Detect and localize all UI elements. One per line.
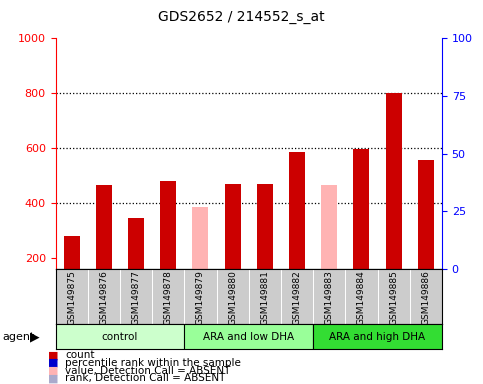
- Text: agent: agent: [2, 332, 35, 342]
- Bar: [289, 152, 305, 269]
- Text: value, Detection Call = ABSENT: value, Detection Call = ABSENT: [65, 366, 230, 376]
- Text: GSM149885: GSM149885: [389, 270, 398, 325]
- Text: ARA and high DHA: ARA and high DHA: [329, 332, 426, 342]
- Text: ■: ■: [48, 358, 59, 368]
- Text: GSM149883: GSM149883: [325, 270, 334, 325]
- Bar: [321, 185, 337, 269]
- Text: GSM149875: GSM149875: [67, 270, 76, 325]
- Text: rank, Detection Call = ABSENT: rank, Detection Call = ABSENT: [65, 373, 226, 383]
- Bar: [64, 236, 80, 269]
- Bar: [160, 181, 176, 269]
- Text: GSM149884: GSM149884: [357, 270, 366, 325]
- Bar: [313, 324, 442, 349]
- Text: GSM149877: GSM149877: [131, 270, 141, 325]
- Text: GSM149886: GSM149886: [421, 270, 430, 325]
- Text: GSM149879: GSM149879: [196, 270, 205, 325]
- Text: ■: ■: [48, 373, 59, 383]
- Text: percentile rank within the sample: percentile rank within the sample: [65, 358, 241, 368]
- Text: control: control: [102, 332, 138, 342]
- Bar: [225, 184, 241, 269]
- Bar: [96, 185, 112, 269]
- Text: GDS2652 / 214552_s_at: GDS2652 / 214552_s_at: [158, 10, 325, 23]
- Text: GSM149881: GSM149881: [260, 270, 270, 325]
- Bar: [56, 324, 185, 349]
- Bar: [418, 161, 434, 269]
- Text: GSM149880: GSM149880: [228, 270, 237, 325]
- Bar: [354, 149, 369, 269]
- Bar: [192, 207, 209, 269]
- Text: ▶: ▶: [30, 331, 40, 344]
- Bar: [128, 218, 144, 269]
- Text: count: count: [65, 350, 95, 360]
- Text: GSM149882: GSM149882: [293, 270, 301, 325]
- Bar: [185, 324, 313, 349]
- Text: GSM149876: GSM149876: [99, 270, 108, 325]
- Text: ■: ■: [48, 366, 59, 376]
- Text: GSM149878: GSM149878: [164, 270, 173, 325]
- Text: ARA and low DHA: ARA and low DHA: [203, 332, 294, 342]
- Text: ■: ■: [48, 350, 59, 360]
- Bar: [257, 184, 273, 269]
- Bar: [385, 93, 402, 269]
